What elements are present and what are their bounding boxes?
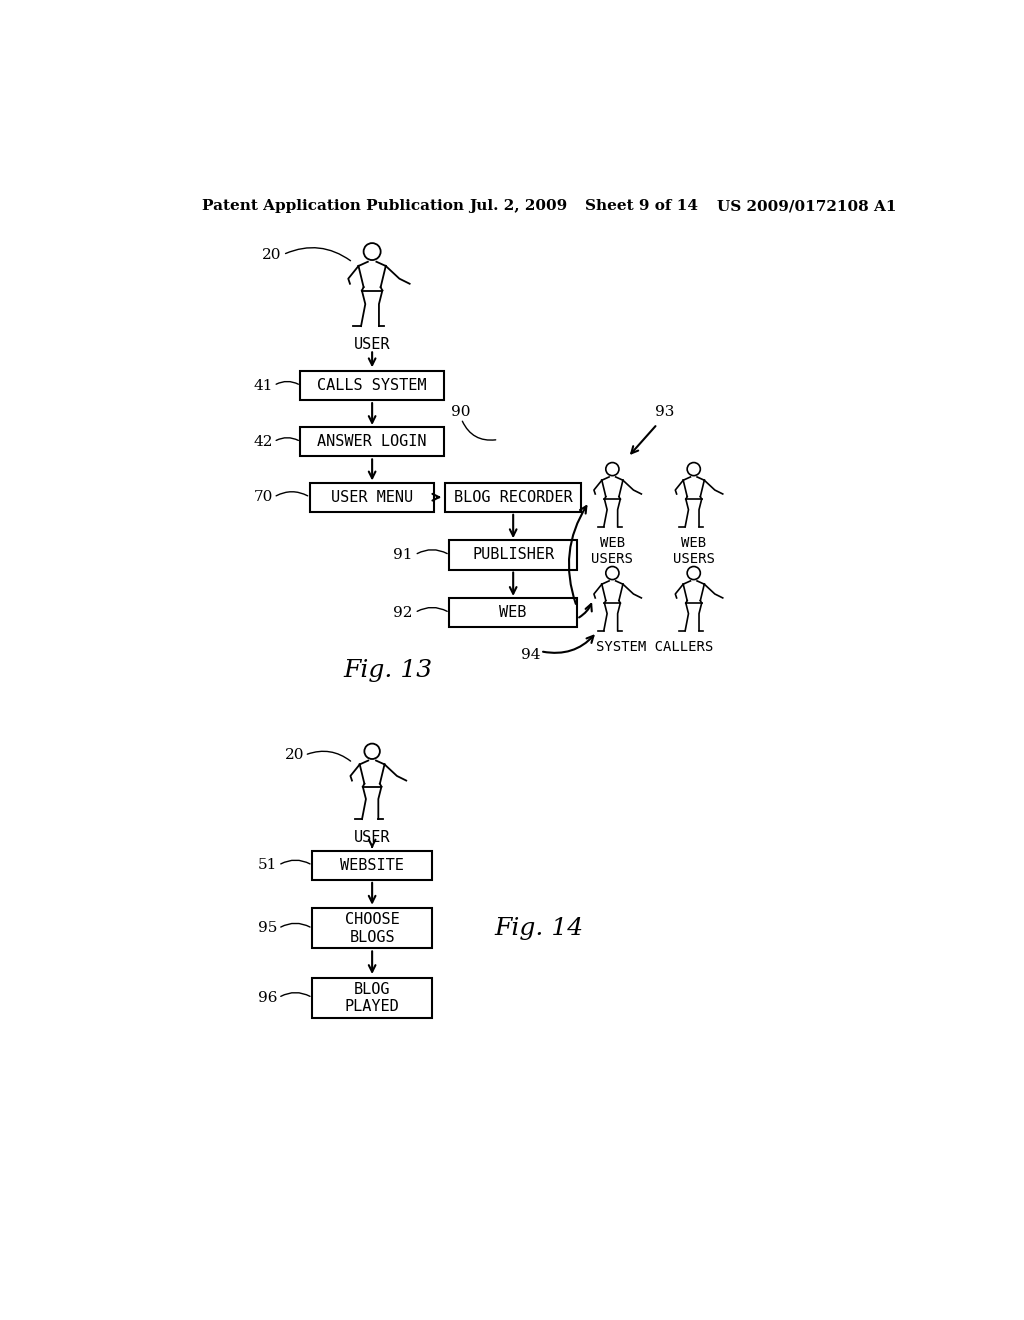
FancyBboxPatch shape [310, 483, 434, 512]
Text: 95: 95 [258, 921, 278, 936]
Text: 91: 91 [393, 548, 413, 562]
Text: Fig. 13: Fig. 13 [343, 659, 432, 682]
FancyBboxPatch shape [300, 371, 443, 400]
FancyBboxPatch shape [450, 598, 578, 627]
Text: 51: 51 [258, 858, 278, 873]
Text: WEB
USERS: WEB USERS [592, 536, 633, 566]
Text: 93: 93 [655, 405, 675, 420]
Text: 96: 96 [258, 991, 278, 1005]
Text: PUBLISHER: PUBLISHER [472, 548, 554, 562]
FancyBboxPatch shape [312, 850, 432, 880]
Text: CHOOSE
BLOGS: CHOOSE BLOGS [345, 912, 399, 945]
FancyBboxPatch shape [445, 483, 581, 512]
Text: USER: USER [354, 830, 390, 845]
Text: ANSWER LOGIN: ANSWER LOGIN [317, 434, 427, 449]
Text: 20: 20 [261, 248, 282, 261]
Text: USER MENU: USER MENU [331, 490, 414, 504]
FancyBboxPatch shape [312, 908, 432, 948]
FancyBboxPatch shape [312, 978, 432, 1018]
Text: 70: 70 [254, 490, 273, 504]
Text: 41: 41 [254, 379, 273, 392]
Text: 92: 92 [393, 606, 413, 619]
Text: SYSTEM CALLERS: SYSTEM CALLERS [596, 640, 714, 653]
Text: BLOG
PLAYED: BLOG PLAYED [345, 982, 399, 1014]
Text: 90: 90 [452, 405, 471, 420]
Text: 20: 20 [285, 748, 304, 762]
Text: 42: 42 [254, 434, 273, 449]
Text: BLOG RECORDER: BLOG RECORDER [454, 490, 572, 504]
FancyBboxPatch shape [300, 428, 443, 457]
Text: 94: 94 [521, 648, 541, 663]
Text: WEBSITE: WEBSITE [340, 858, 404, 873]
Text: Fig. 14: Fig. 14 [495, 917, 584, 940]
Text: Jul. 2, 2009: Jul. 2, 2009 [469, 199, 567, 213]
Text: WEB
USERS: WEB USERS [673, 536, 715, 566]
Text: US 2009/0172108 A1: US 2009/0172108 A1 [717, 199, 896, 213]
FancyBboxPatch shape [450, 540, 578, 570]
Text: CALLS SYSTEM: CALLS SYSTEM [317, 378, 427, 393]
Text: USER: USER [354, 337, 390, 352]
Text: WEB: WEB [500, 605, 527, 620]
Text: Patent Application Publication: Patent Application Publication [202, 199, 464, 213]
Text: Sheet 9 of 14: Sheet 9 of 14 [586, 199, 698, 213]
